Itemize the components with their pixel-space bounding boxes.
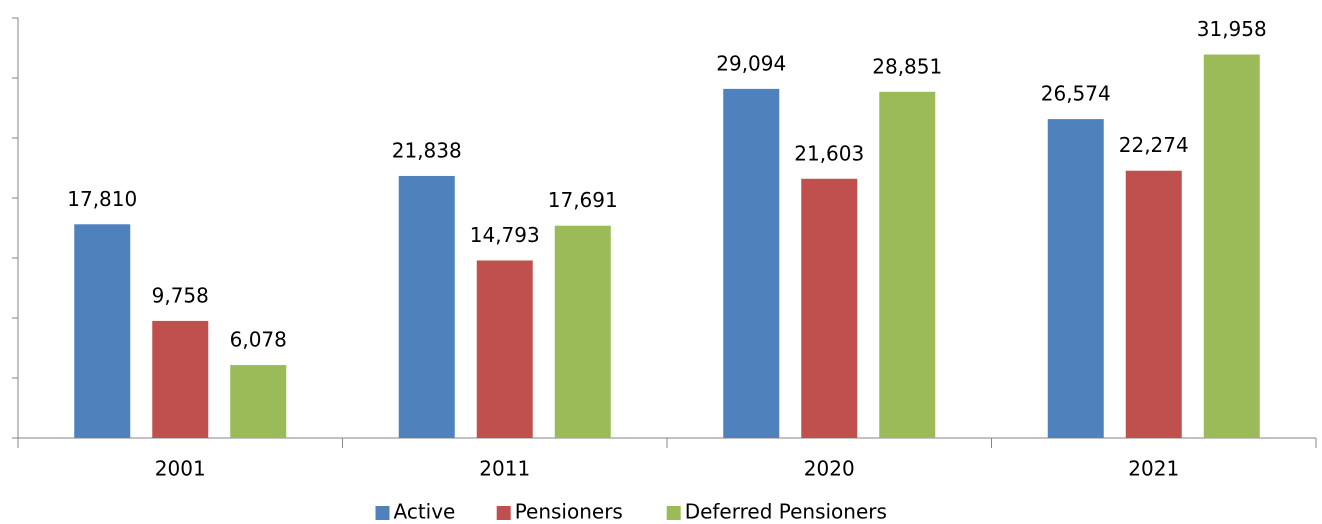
bar bbox=[1125, 170, 1182, 438]
bar bbox=[1203, 54, 1260, 439]
data-label: 6,078 bbox=[230, 328, 287, 352]
x-tick-label: 2001 bbox=[155, 457, 206, 481]
legend-swatch bbox=[666, 506, 681, 520]
legend-label: Pensioners bbox=[515, 500, 623, 524]
data-label: 17,691 bbox=[548, 188, 618, 212]
data-label: 17,810 bbox=[67, 187, 137, 211]
data-label: 22,274 bbox=[1119, 133, 1189, 157]
data-label: 31,958 bbox=[1197, 17, 1267, 41]
data-label: 28,851 bbox=[872, 54, 942, 78]
data-label: 29,094 bbox=[716, 51, 786, 75]
bar bbox=[879, 91, 936, 439]
bar bbox=[801, 178, 858, 438]
bar bbox=[723, 88, 780, 438]
bar bbox=[398, 175, 455, 438]
bar bbox=[230, 365, 287, 438]
legend-swatch bbox=[496, 506, 511, 520]
data-label: 21,838 bbox=[392, 138, 462, 162]
x-tick-label: 2020 bbox=[804, 457, 855, 481]
x-tick-label: 2011 bbox=[479, 457, 530, 481]
data-label: 26,574 bbox=[1041, 82, 1111, 106]
data-label: 9,758 bbox=[152, 283, 209, 307]
x-tick-label: 2021 bbox=[1128, 457, 1179, 481]
bar bbox=[152, 320, 209, 438]
legend-label: Active bbox=[394, 500, 456, 524]
legend-label: Deferred Pensioners bbox=[685, 500, 887, 524]
bar bbox=[554, 225, 611, 438]
legend-swatch bbox=[375, 506, 390, 520]
bar bbox=[74, 224, 131, 438]
data-label: 21,603 bbox=[794, 141, 864, 165]
bar bbox=[476, 260, 533, 438]
data-label: 14,793 bbox=[470, 223, 540, 247]
bar bbox=[1047, 119, 1104, 438]
